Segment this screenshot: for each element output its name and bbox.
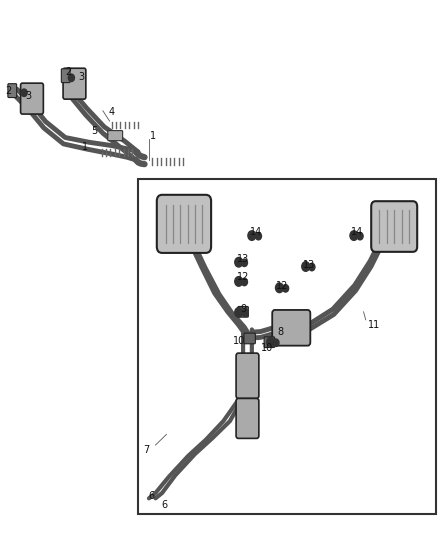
Circle shape: [235, 257, 243, 267]
Text: 14: 14: [351, 227, 363, 237]
Circle shape: [357, 232, 363, 240]
FancyBboxPatch shape: [236, 353, 259, 399]
FancyBboxPatch shape: [108, 131, 123, 141]
Circle shape: [302, 262, 310, 271]
Circle shape: [241, 259, 247, 266]
Text: 13: 13: [303, 260, 315, 270]
Text: 5: 5: [91, 126, 97, 135]
FancyBboxPatch shape: [272, 310, 310, 346]
Text: 2: 2: [5, 86, 11, 95]
Text: 2: 2: [65, 67, 71, 77]
Text: 1: 1: [82, 142, 88, 151]
FancyBboxPatch shape: [21, 83, 43, 114]
Text: 6: 6: [148, 491, 154, 500]
FancyBboxPatch shape: [264, 337, 275, 348]
Circle shape: [273, 339, 279, 346]
Text: 3: 3: [25, 91, 32, 101]
Circle shape: [235, 277, 243, 286]
FancyBboxPatch shape: [244, 333, 255, 344]
Text: 1: 1: [150, 131, 156, 141]
FancyBboxPatch shape: [61, 69, 70, 83]
Circle shape: [283, 285, 289, 292]
Circle shape: [267, 337, 275, 347]
FancyBboxPatch shape: [8, 84, 17, 98]
Circle shape: [242, 309, 248, 317]
Text: 4: 4: [109, 107, 115, 117]
Circle shape: [350, 231, 358, 240]
Text: 14: 14: [250, 227, 262, 237]
Text: 11: 11: [368, 320, 381, 330]
FancyBboxPatch shape: [63, 68, 86, 99]
Text: 8: 8: [277, 327, 283, 336]
Text: 6: 6: [161, 500, 167, 510]
Text: 10: 10: [261, 343, 273, 353]
Bar: [138, 179, 436, 514]
Circle shape: [235, 308, 243, 317]
Text: 10: 10: [233, 336, 245, 346]
Circle shape: [276, 283, 283, 293]
FancyBboxPatch shape: [236, 399, 259, 438]
FancyBboxPatch shape: [238, 306, 248, 317]
Circle shape: [68, 74, 74, 82]
Circle shape: [248, 231, 256, 240]
Text: 13: 13: [237, 254, 249, 263]
Text: 9: 9: [240, 304, 246, 314]
Text: 12: 12: [237, 272, 249, 282]
FancyBboxPatch shape: [157, 195, 211, 253]
Circle shape: [21, 89, 27, 96]
Text: 12: 12: [276, 281, 289, 291]
Text: 3: 3: [78, 72, 84, 82]
Circle shape: [241, 278, 247, 286]
FancyBboxPatch shape: [371, 201, 417, 252]
Circle shape: [309, 263, 315, 271]
Text: 7: 7: [144, 446, 150, 455]
Circle shape: [255, 232, 261, 240]
